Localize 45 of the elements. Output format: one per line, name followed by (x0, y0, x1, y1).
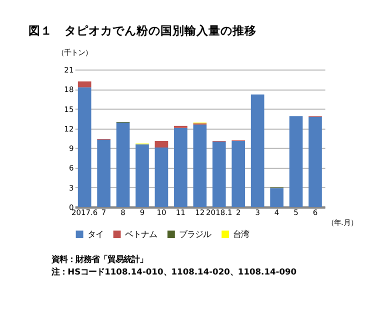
bar (116, 122, 130, 208)
legend-label: ベトナム (124, 228, 157, 239)
x-tick-label: 11 (176, 208, 186, 217)
x-tick-label: 8 (120, 208, 126, 217)
x-tick-label: 2018.1 (206, 208, 232, 217)
x-tick-label: 10 (156, 208, 166, 217)
x-tick-label: 2017.6 (71, 208, 98, 217)
bar (78, 81, 92, 88)
x-axis-title: （年.月） (326, 218, 358, 227)
bar (212, 142, 226, 208)
y-tick-label: 21 (64, 66, 74, 75)
y-axis-title: （千トン） (57, 48, 92, 58)
y-tick-label: 3 (68, 183, 74, 192)
legend-label: 台湾 (233, 228, 250, 239)
bar (154, 148, 168, 208)
legend-label: タイ (87, 228, 104, 239)
y-tick-label: 12 (64, 124, 74, 134)
text: 注：HSコード1108.14-010、1108.14-020、1108.14-090 (50, 266, 297, 277)
bar (97, 140, 110, 208)
x-tick-label: 4 (274, 208, 280, 217)
x-tick-label: 6 (312, 208, 318, 217)
legend-label: ブラジル (179, 228, 212, 239)
bar (270, 188, 284, 208)
bar (250, 94, 264, 208)
x-tick-label: 12 (195, 208, 205, 217)
bar (289, 116, 303, 208)
bar (174, 128, 188, 208)
bar (154, 140, 168, 148)
x-tick-label: 5 (294, 208, 299, 217)
y-tick-label: 9 (68, 144, 74, 154)
x-tick-label: 9 (140, 208, 145, 217)
x-tick-label: 3 (255, 208, 260, 217)
x-tick-label: 7 (101, 208, 106, 217)
bar (78, 87, 92, 208)
bar (136, 144, 149, 208)
x-tick-label: 2 (236, 208, 241, 217)
y-tick-label: 18 (64, 85, 74, 94)
y-tick-label: 0 (68, 202, 74, 212)
y-tick-label: 15 (64, 104, 74, 114)
bar (193, 124, 207, 208)
bar (232, 140, 246, 208)
chart-title: 図１ タピオカでん粉の国別輸入量の推移 (28, 24, 256, 38)
text: 資料：財務省「貿易統計」 (50, 254, 148, 264)
bar (308, 116, 322, 208)
y-tick-label: 6 (68, 164, 74, 173)
